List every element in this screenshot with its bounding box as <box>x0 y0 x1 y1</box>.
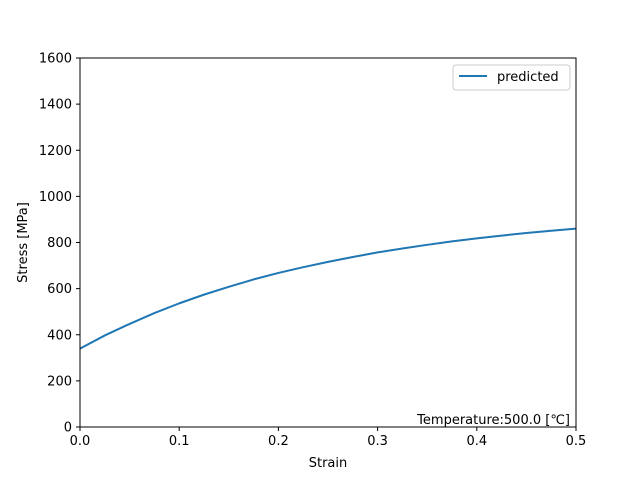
x-axis-label: Strain <box>309 456 348 471</box>
plot-frame <box>79 57 577 428</box>
legend-entry-predicted: predicted <box>497 70 559 85</box>
y-tick-label: 0 <box>64 421 72 436</box>
series-line-predicted <box>79 227 577 350</box>
y-tick-label: 1200 <box>39 144 72 159</box>
x-tick-label: 0.4 <box>466 434 487 449</box>
x-tick-label: 0.2 <box>268 434 289 449</box>
y-tick-label: 800 <box>47 236 72 251</box>
temperature-annotation: Temperature:500.0 [℃] <box>416 413 570 428</box>
legend: predicted <box>452 64 571 91</box>
y-tick-label: 1000 <box>39 190 72 205</box>
x-tick-label: 0.5 <box>566 434 587 449</box>
y-tick-label: 600 <box>47 282 72 297</box>
x-tick-label: 0.0 <box>70 434 91 449</box>
y-axis-label: Stress [MPa] <box>16 202 31 283</box>
plot-area <box>80 58 576 427</box>
y-axis: 0 200 400 600 800 1000 1200 1400 1600 <box>39 52 80 436</box>
y-tick-label: 1600 <box>39 52 72 67</box>
y-tick-label: 400 <box>47 328 72 343</box>
y-tick-label: 200 <box>47 374 72 389</box>
x-tick-label: 0.1 <box>169 434 190 449</box>
x-tick-label: 0.3 <box>367 434 388 449</box>
legend-box <box>452 64 571 91</box>
x-axis: 0.0 0.1 0.2 0.3 0.4 0.5 <box>70 427 587 449</box>
y-tick-label: 1400 <box>39 98 72 113</box>
data-layer <box>79 227 577 350</box>
